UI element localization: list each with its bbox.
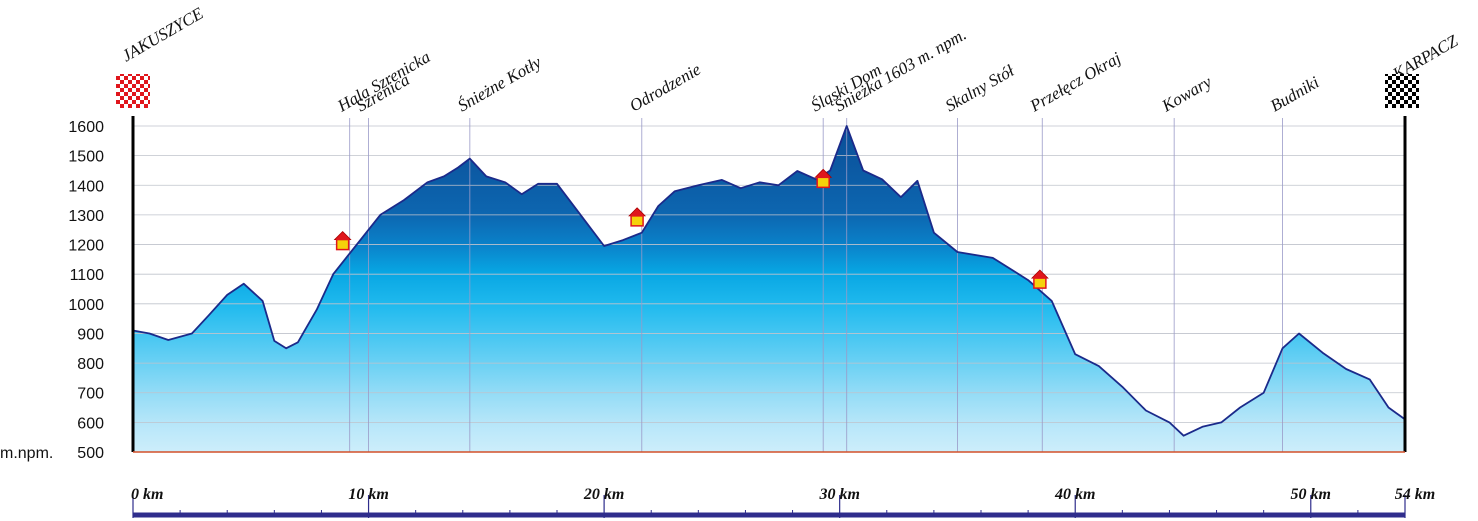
y-tick-label: 1200 (68, 238, 104, 255)
profile-line (132, 125, 1406, 437)
y-tick-label: 1400 (68, 178, 104, 195)
x-tick-label: 10 km (348, 486, 388, 503)
y-axis-label: m.npm. 500 (0, 445, 104, 462)
shelter-roof (628, 207, 647, 217)
finish-flag-icon (1385, 74, 1419, 108)
waypoint-label: Odrodzenie (626, 59, 704, 115)
chart-frame (131, 116, 1407, 453)
y-tick-label: 1100 (70, 267, 105, 284)
y-tick-label: 1600 (68, 119, 104, 136)
shelter-icon (814, 168, 833, 189)
y-tick-label: 900 (77, 326, 104, 343)
y-tick-label: 700 (77, 386, 104, 403)
waypoint-lines (349, 118, 1283, 452)
x-tick-label: 20 km (583, 486, 624, 503)
y-tick-label: 500 (77, 445, 104, 462)
shelter-icon (1030, 269, 1049, 289)
x-tick-label: 0 km (131, 486, 163, 503)
waypoint-label: Skalny Stół (942, 60, 1018, 115)
y-axis-ticks: 1600 1500 1400 1300 1200 1100 1000 900 800 700 600… (0, 119, 104, 462)
y-tick-label: 1000 (68, 297, 104, 314)
elevation-area (133, 126, 1405, 452)
y-tick-label: 800 (77, 356, 104, 373)
x-tick-label: 40 km (1054, 486, 1095, 503)
waypoint-label: Przełęcz Okraj (1026, 48, 1125, 116)
x-tick-label: 54 km (1395, 486, 1435, 503)
waypoint-label: Śnieżne Kotły (454, 52, 544, 115)
x-tick-label: 50 km (1291, 486, 1331, 503)
y-tick-label: 1500 (68, 149, 104, 166)
y-tick-label: 1300 (68, 208, 104, 225)
elevation-area-group (133, 126, 1405, 452)
shelter-roof (333, 231, 352, 240)
y-axis-unit: m.npm. (0, 445, 53, 462)
x-tick-label: 30 km (818, 486, 859, 503)
distance-scale: 0 km 10 km 20 km 30 km 40 km 50 km 54 km (131, 486, 1435, 518)
start-finish-flags (116, 74, 1419, 108)
profile-line-group (132, 125, 1406, 437)
start-label: JAKUSZYCE (119, 3, 208, 65)
shelter-body (335, 238, 350, 251)
y-tick-label: 600 (77, 415, 104, 432)
shelter-icon (628, 207, 647, 227)
start-flag-icon (116, 74, 150, 108)
shelter-body (1033, 277, 1047, 289)
shelter-body (816, 176, 830, 189)
waypoint-label: Budniki (1267, 72, 1323, 115)
shelter-icon (333, 231, 352, 251)
shelters (333, 168, 1049, 289)
waypoint-label: Kowary (1158, 72, 1215, 116)
shelter-body (630, 215, 644, 227)
